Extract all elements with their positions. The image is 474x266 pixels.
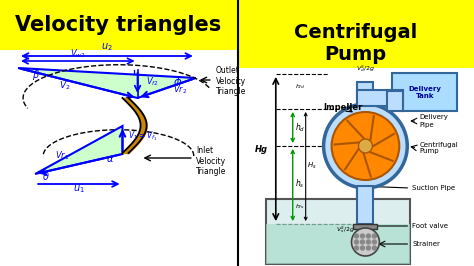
Circle shape: [373, 234, 376, 238]
Bar: [266, 199, 410, 264]
Circle shape: [366, 246, 370, 250]
Circle shape: [366, 240, 370, 244]
Text: $V_s^2/2g$: $V_s^2/2g$: [336, 224, 355, 235]
Text: $V_{w2}$: $V_{w2}$: [70, 48, 86, 60]
Circle shape: [366, 234, 370, 238]
Text: Velocity triangles: Velocity triangles: [15, 15, 222, 35]
Bar: [357, 186, 374, 224]
Text: Suction Pipe: Suction Pipe: [412, 185, 456, 191]
Bar: [357, 90, 403, 106]
Bar: [354, 224, 377, 229]
Bar: [357, 146, 374, 199]
Text: Hg: Hg: [255, 144, 268, 153]
Circle shape: [355, 234, 358, 238]
Polygon shape: [18, 68, 196, 98]
Polygon shape: [35, 126, 122, 174]
Text: Outlet
Velocity
Triangle: Outlet Velocity Triangle: [216, 66, 246, 96]
Text: $V_2$: $V_2$: [59, 80, 71, 93]
Circle shape: [355, 246, 358, 250]
Circle shape: [373, 240, 376, 244]
Circle shape: [358, 139, 373, 153]
Text: $V_1 = V_{f_1}$: $V_1 = V_{f_1}$: [128, 129, 157, 143]
Text: $V_d^2/2g$: $V_d^2/2g$: [356, 63, 375, 74]
Bar: [238, 0, 474, 68]
Text: α: α: [107, 154, 113, 164]
Circle shape: [360, 240, 365, 244]
Circle shape: [352, 228, 379, 256]
Text: Delivery
Pipe: Delivery Pipe: [419, 114, 448, 127]
Text: Delivery
Tank: Delivery Tank: [409, 85, 442, 98]
Text: Centrifugal
Pump: Centrifugal Pump: [419, 142, 458, 155]
Bar: [266, 224, 410, 264]
Text: $h_d$: $h_d$: [295, 122, 305, 134]
Text: $H_s$: $H_s$: [307, 161, 316, 171]
Circle shape: [355, 240, 358, 244]
Text: β: β: [32, 70, 38, 80]
Circle shape: [373, 246, 376, 250]
Text: Pump: Pump: [324, 44, 386, 64]
Circle shape: [332, 112, 399, 180]
Text: Impeller: Impeller: [323, 103, 362, 113]
Circle shape: [360, 246, 365, 250]
Text: $h_{fd}$: $h_{fd}$: [295, 82, 305, 91]
Text: $u_2$: $u_2$: [101, 41, 113, 53]
Text: $u_1$: $u_1$: [73, 183, 85, 195]
Circle shape: [360, 234, 365, 238]
Text: Foot valve: Foot valve: [412, 223, 448, 229]
Text: θ: θ: [43, 172, 49, 182]
Bar: [392, 73, 457, 111]
Text: Strainer: Strainer: [412, 241, 440, 247]
Text: $Vr_2$: $Vr_2$: [173, 83, 187, 95]
Text: $h_{fs}$: $h_{fs}$: [295, 202, 304, 211]
Text: $Vr_1$: $Vr_1$: [55, 150, 70, 163]
Bar: [387, 91, 403, 111]
Text: Centrifugal: Centrifugal: [294, 23, 417, 41]
Text: $h_s$: $h_s$: [295, 178, 304, 190]
Text: $V_{f2}$: $V_{f2}$: [146, 75, 158, 88]
Text: Inlet
Velocity
Triangle: Inlet Velocity Triangle: [196, 146, 226, 176]
Text: Φ: Φ: [173, 78, 182, 88]
Bar: [0, 0, 238, 50]
Circle shape: [324, 104, 407, 188]
Bar: [357, 82, 374, 104]
